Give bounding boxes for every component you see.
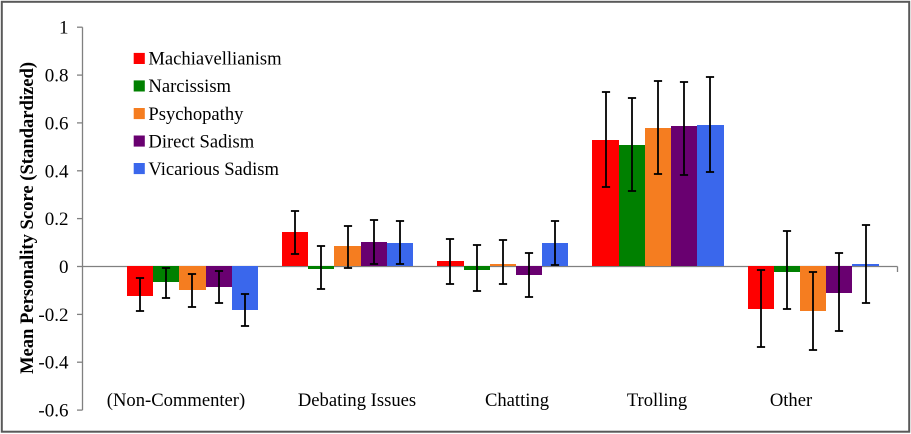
svg-text:Direct Sadism: Direct Sadism	[148, 131, 254, 152]
svg-text:-0.4: -0.4	[38, 353, 69, 374]
svg-text:Chatting: Chatting	[485, 390, 549, 411]
svg-text:Mean Personality Score (Standa: Mean Personality Score (Standardized)	[17, 62, 38, 374]
svg-text:Machiavellianism: Machiavellianism	[148, 49, 282, 70]
svg-text:0.8: 0.8	[45, 66, 69, 87]
svg-text:Psychopathy: Psychopathy	[148, 104, 244, 125]
svg-text:Debating Issues: Debating Issues	[298, 390, 416, 411]
svg-text:Vicarious Sadism: Vicarious Sadism	[148, 159, 279, 180]
svg-text:Trolling: Trolling	[627, 390, 687, 411]
svg-text:0: 0	[59, 257, 69, 278]
svg-text:Narcissism: Narcissism	[148, 76, 231, 97]
svg-text:Other: Other	[770, 390, 813, 411]
svg-text:0.4: 0.4	[45, 161, 69, 182]
svg-text:(Non-Commenter): (Non-Commenter)	[107, 390, 245, 411]
svg-text:-0.6: -0.6	[38, 401, 68, 422]
svg-text:0.6: 0.6	[45, 113, 69, 134]
svg-text:-0.2: -0.2	[38, 305, 68, 326]
svg-text:1: 1	[59, 18, 69, 39]
svg-text:0.2: 0.2	[45, 209, 69, 230]
